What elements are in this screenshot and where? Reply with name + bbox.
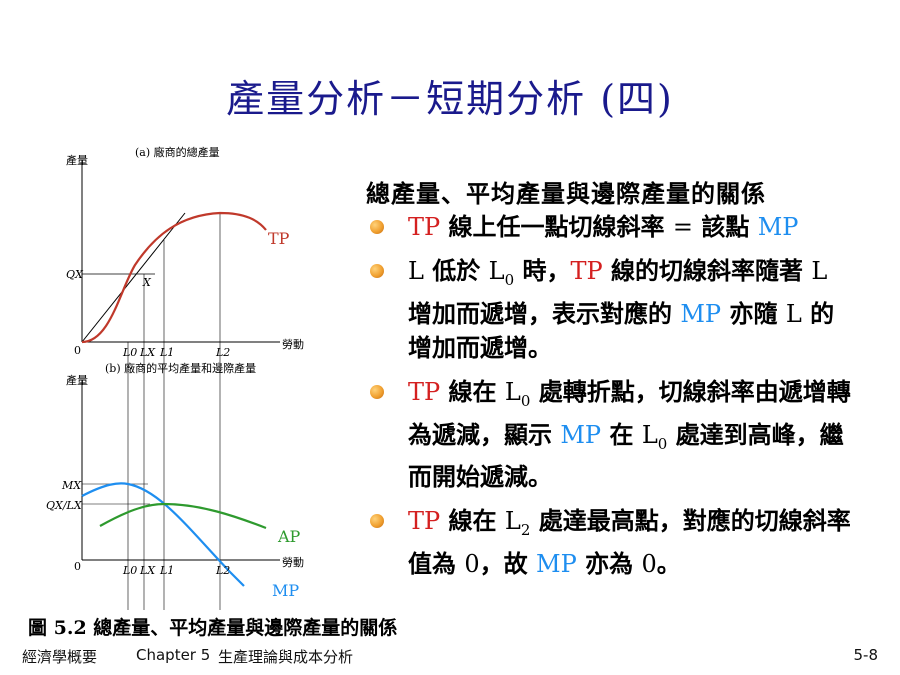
ap-curve xyxy=(99,502,267,530)
production-figure: (a) 廠商的總產量 產量 0 勞動 QX X TP L0 LX L1 L2 (… xyxy=(46,145,304,610)
bullet-text: 低於 xyxy=(423,256,489,285)
panel-b-origin: 0 xyxy=(74,560,81,573)
section-heading: 總產量、平均產量與邊際產量的關係 xyxy=(366,179,766,208)
bullet-icon xyxy=(370,264,384,278)
bullet-list: TP 線上任一點切線斜率 = 該點 MP L 低於 L0 時，TP 線的切線斜率… xyxy=(362,210,857,591)
tick-a-lx: LX xyxy=(139,346,156,359)
zero-value: 0 xyxy=(464,550,480,579)
bullet-text: 線的切線斜率隨著 xyxy=(602,256,812,285)
tick-a-l1: L1 xyxy=(159,346,174,359)
term-l: L xyxy=(504,507,521,536)
subscript: 0 xyxy=(520,391,531,410)
bullet-text: 。 xyxy=(656,549,681,579)
tick-a-l0: L0 xyxy=(122,346,137,359)
qx-label: QX xyxy=(66,268,84,281)
tick-b-l0: L0 xyxy=(122,564,137,577)
term-l: L xyxy=(408,257,424,285)
term-mp: MP xyxy=(560,420,602,449)
term-l: L xyxy=(488,257,505,285)
bullet-item: L 低於 L0 時，TP 線的切線斜率隨著 L 增加而遞增，表示對應的 MP 亦… xyxy=(362,254,857,365)
term-tp: TP xyxy=(408,507,441,536)
mp-curve xyxy=(81,482,245,587)
bullet-text: 處轉折點，切線斜率由遞增轉為遞減，顯示 xyxy=(408,376,851,449)
bullet-text: 處達到高峰，繼而開始遞減。 xyxy=(408,419,844,492)
figure-caption: 圖 5.2 總產量、平均產量與邊際產量的關係 xyxy=(28,617,398,639)
term-mp: MP xyxy=(680,299,722,328)
bullet-icon xyxy=(370,514,384,529)
footer-chapter: Chapter 5 xyxy=(136,646,211,664)
panel-a-xlabel: 勞動 xyxy=(282,337,304,351)
bullet-text: 處達最高點，對應的切線斜率值為 xyxy=(408,506,851,579)
term-l: L xyxy=(641,420,658,449)
mp-label: MP xyxy=(272,581,299,600)
tp-curve xyxy=(81,211,267,344)
equals-sign: = xyxy=(672,213,693,241)
subscript: 0 xyxy=(504,270,515,289)
tick-b-lx: LX xyxy=(139,564,156,577)
panel-a-ylabel: 產量 xyxy=(66,153,88,167)
bullet-item: TP 線在 L0 處轉折點，切線斜率由遞增轉為遞減，顯示 MP 在 L0 處達到… xyxy=(362,375,857,495)
bullet-text: 亦為 xyxy=(576,549,642,579)
bullet-text: 該點 xyxy=(692,212,758,241)
bullet-text: 在 xyxy=(601,419,642,449)
bullet-text: 的增加而遞增。 xyxy=(408,298,835,362)
term-l: L xyxy=(811,257,828,285)
subscript: 0 xyxy=(657,434,668,453)
bullet-text: 線在 xyxy=(440,506,505,536)
bullet-text: 線上任一點切線斜率 xyxy=(440,212,673,241)
term-l: L xyxy=(785,299,802,328)
zero-value: 0 xyxy=(641,550,657,579)
bullet-icon xyxy=(370,220,384,234)
tick-a-l2: L2 xyxy=(215,346,230,359)
term-l: L xyxy=(504,377,521,406)
tick-b-l2: L2 xyxy=(215,564,230,577)
bullet-item: TP 線在 L2 處達最高點，對應的切線斜率值為 0，故 MP 亦為 0。 xyxy=(362,504,857,581)
ap-label: AP xyxy=(277,527,301,546)
bullet-text: 亦隨 xyxy=(721,298,786,328)
tick-b-l1: L1 xyxy=(159,564,174,577)
x-point-label: X xyxy=(142,276,152,289)
qxlx-label: QX/LX xyxy=(46,499,83,512)
tp-label: TP xyxy=(268,229,290,248)
panel-a-title: (a) 廠商的總產量 xyxy=(135,145,220,159)
slide-title: 產量分析－短期分析 (四) xyxy=(226,77,674,121)
bullet-icon xyxy=(370,384,384,399)
bullet-text: 增加而遞增，表示對應的 xyxy=(408,298,681,328)
term-tp: TP xyxy=(570,257,603,285)
bullet-text: 時， xyxy=(514,256,571,285)
bullet-text: 線在 xyxy=(440,376,505,406)
term-mp: MP xyxy=(536,550,577,579)
mx-label: MX xyxy=(61,479,82,492)
panel-a-origin: 0 xyxy=(74,344,81,357)
footer-page-number: 5-8 xyxy=(853,646,879,664)
panel-b-ylabel: 產量 xyxy=(66,373,88,387)
term-tp: TP xyxy=(408,213,441,241)
subscript: 2 xyxy=(520,521,531,540)
panel-b-xlabel: 勞動 xyxy=(282,555,304,569)
panel-b-title: (b) 廠商的平均產量和邊際產量 xyxy=(105,361,256,375)
footer-chapter-title: 生產理論與成本分析 xyxy=(218,648,354,666)
bullet-item: TP 線上任一點切線斜率 = 該點 MP xyxy=(362,210,857,244)
term-tp: TP xyxy=(408,377,441,406)
bullet-text: ，故 xyxy=(479,549,536,579)
footer-book: 經濟學概要 xyxy=(22,648,98,666)
term-mp: MP xyxy=(757,213,799,241)
